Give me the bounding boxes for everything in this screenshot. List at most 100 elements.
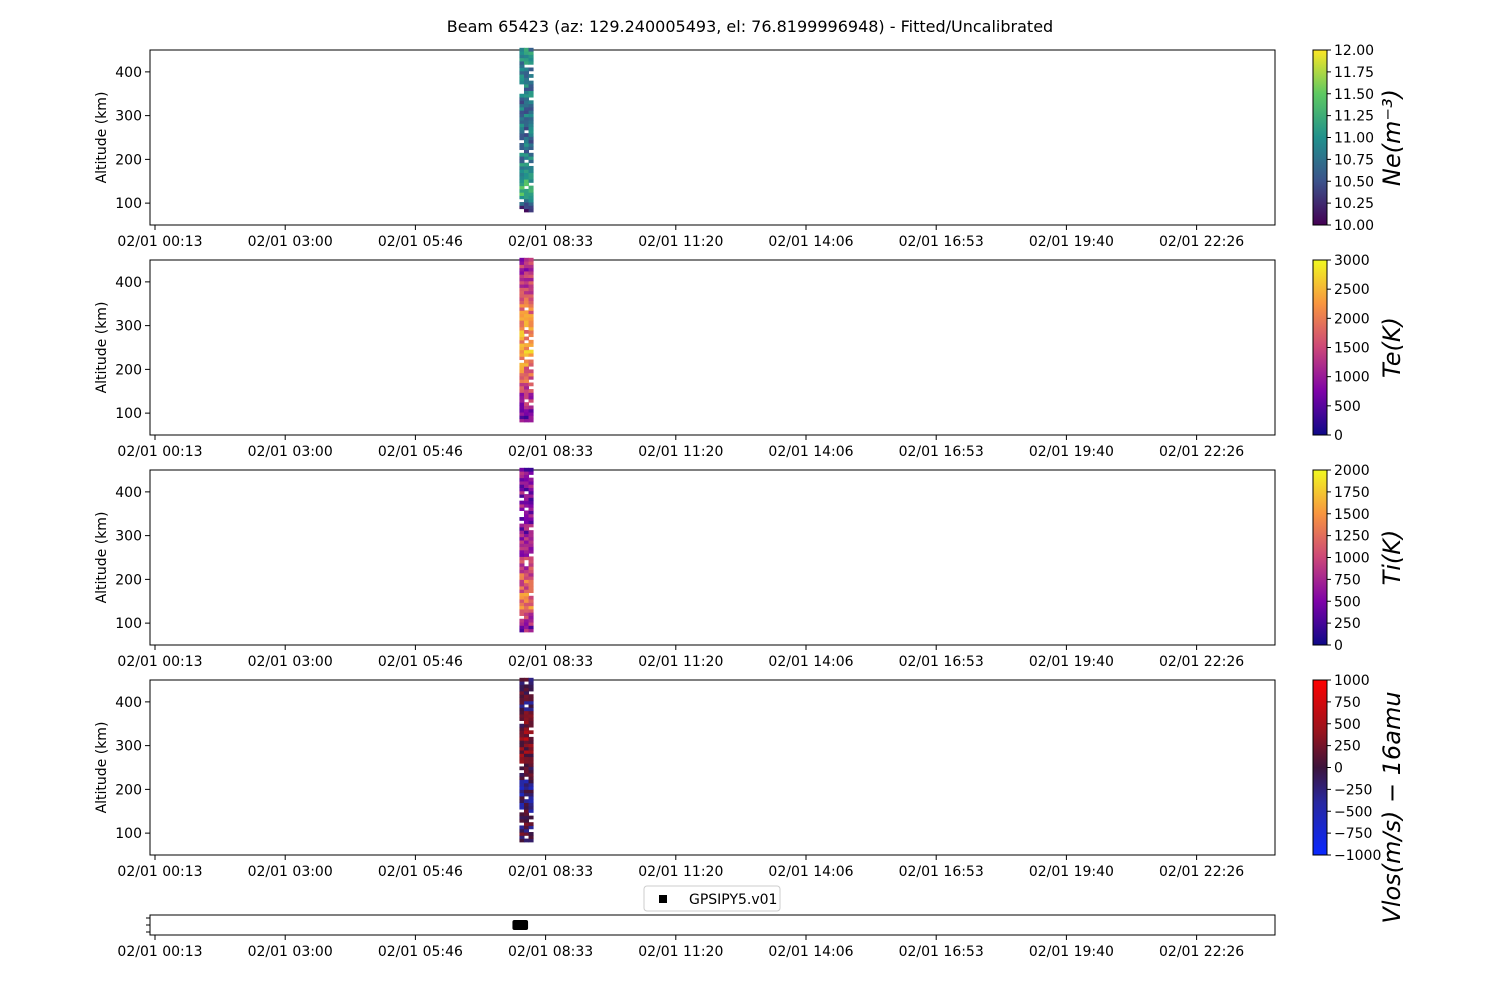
y-tick-label: 200: [115, 782, 142, 798]
heatmap-cell: [528, 103, 534, 108]
heatmap-cell: [519, 707, 525, 712]
heatmap-cell: [519, 592, 525, 597]
heatmap-cell: [523, 477, 530, 482]
heatmap-cell: [523, 257, 530, 262]
heatmap-cell: [528, 759, 534, 764]
heatmap-cell: [519, 750, 525, 754]
heatmap-cell: [523, 615, 530, 620]
heatmap-cell: [523, 136, 530, 141]
heatmap-cell: [519, 277, 525, 282]
colorbar-tick-label: 1000: [1334, 551, 1370, 567]
heatmap-cell: [528, 126, 534, 131]
heatmap-cell: [523, 51, 530, 55]
heatmap-cell: [523, 290, 530, 295]
heatmap-cell: [523, 579, 530, 584]
colorbar-tick-label: 250: [1334, 739, 1361, 755]
heatmap-cell: [528, 51, 534, 55]
x-tick-label: 02/01 16:53: [899, 864, 984, 880]
heatmap-cell: [528, 382, 534, 387]
heatmap-cell: [519, 366, 525, 370]
heatmap-cell: [523, 103, 530, 108]
heatmap-cell: [519, 152, 525, 157]
heatmap-cell: [528, 717, 534, 721]
heatmap-cell: [528, 503, 534, 508]
heatmap-cell: [523, 809, 530, 813]
heatmap-cell: [528, 389, 534, 393]
heatmap-cell: [528, 139, 534, 144]
heatmap-cell: [519, 142, 525, 147]
heatmap-cell: [528, 339, 534, 344]
heatmap-cell: [523, 113, 530, 118]
heatmap-cell: [523, 625, 530, 630]
heatmap-cell: [528, 408, 534, 413]
heatmap-cell: [528, 562, 534, 567]
heatmap-cell: [528, 809, 534, 813]
heatmap-cell: [519, 339, 525, 344]
heatmap-cell: [523, 320, 530, 324]
heatmap-cell: [523, 700, 530, 705]
y-tick-label: 300: [115, 319, 142, 335]
heatmap-cell: [523, 195, 530, 200]
heatmap-cell: [523, 792, 530, 797]
heatmap-cell: [519, 64, 525, 68]
heatmap-cell: [523, 622, 530, 626]
heatmap-cell: [519, 559, 525, 564]
heatmap-cell: [523, 779, 530, 784]
colorbar-tick-label: 10.75: [1334, 152, 1374, 168]
x-tick-label: 02/01 05:46: [378, 444, 463, 460]
heatmap-cell: [523, 402, 530, 406]
heatmap-cell: [519, 628, 525, 633]
heatmap-cell: [519, 713, 525, 718]
heatmap-cell: [528, 323, 534, 328]
heatmap-cell: [528, 579, 534, 584]
heatmap-cell: [528, 697, 534, 702]
heatmap-cell: [523, 727, 530, 731]
heatmap-cell: [519, 405, 525, 410]
heatmap-cell: [528, 415, 534, 420]
heatmap-cell: [528, 352, 534, 357]
y-tick-label: 400: [115, 695, 142, 711]
heatmap-cell: [528, 471, 534, 475]
heatmap-cell: [523, 316, 530, 321]
heatmap-cell: [523, 313, 530, 318]
heatmap-cell: [528, 287, 534, 292]
heatmap-cell: [523, 543, 530, 548]
heatmap-cell: [528, 815, 534, 820]
heatmap-cell: [528, 720, 534, 725]
heatmap-cell: [523, 270, 530, 275]
x-tick-label: 02/01 14:06: [768, 444, 853, 460]
heatmap-cell: [528, 179, 534, 183]
y-tick-label: 100: [115, 406, 142, 422]
heatmap-cell: [519, 385, 525, 390]
heatmap-cell: [528, 572, 534, 577]
heatmap-cell: [519, 487, 525, 492]
legend-label: GPSIPY5.v01: [689, 892, 777, 908]
heatmap-cell: [519, 175, 525, 180]
heatmap-cell: [523, 169, 530, 173]
heatmap-cell: [523, 684, 530, 689]
heatmap-cell: [523, 392, 530, 397]
colorbar-tick-label: 1000: [1334, 673, 1370, 689]
heatmap-cell: [519, 710, 525, 715]
x-tick-label: 02/01 22:26: [1159, 234, 1244, 250]
x-tick-label: 02/01 00:13: [117, 944, 202, 960]
heatmap-cell: [523, 70, 530, 75]
heatmap-cell: [519, 556, 525, 561]
heatmap-cell: [519, 67, 525, 72]
heatmap-cell: [523, 415, 530, 420]
x-tick-label: 02/01 03:00: [248, 234, 333, 250]
heatmap-cell: [528, 349, 534, 354]
colorbar-tick-label: 11.25: [1334, 109, 1374, 125]
heatmap-cell: [519, 290, 525, 295]
heatmap-cell: [528, 80, 534, 85]
heatmap-cell: [528, 497, 534, 502]
heatmap-cell: [519, 779, 525, 784]
heatmap-cell: [519, 270, 525, 275]
x-tick-label: 02/01 00:13: [117, 654, 202, 670]
heatmap-cell: [528, 316, 534, 321]
heatmap-cell: [528, 60, 534, 65]
heatmap-cell: [528, 566, 534, 571]
colorbar-bar: [1312, 259, 1328, 436]
heatmap-cell: [519, 746, 525, 751]
heatmap-cell: [519, 700, 525, 705]
